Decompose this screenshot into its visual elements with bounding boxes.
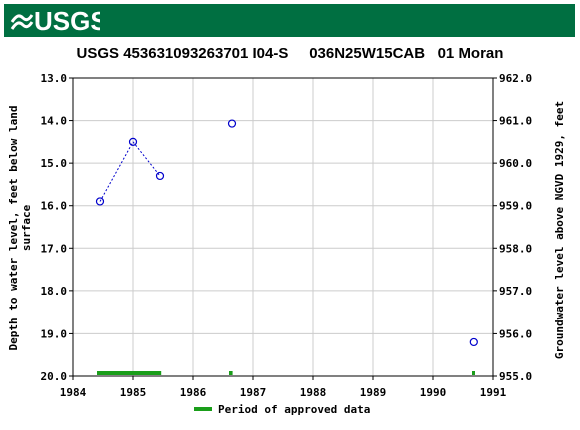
approved-periods: [97, 371, 475, 375]
data-point: [227, 119, 237, 128]
data-point: [155, 171, 165, 181]
x-tick-label: 1989: [360, 386, 387, 399]
chart-title: USGS 453631093263701 I04-S 036N25W15CAB …: [77, 45, 504, 62]
approved-period-bar: [229, 371, 233, 375]
usgs-logo-text: USGS: [34, 7, 100, 34]
approved-period-bar: [472, 371, 475, 375]
data-point: [128, 137, 138, 146]
y-right-axis-label: Groundwater level above NGVD 1929, feet: [553, 101, 566, 359]
y-right-tick-label: 961.0: [499, 115, 532, 128]
grid-lines: [73, 78, 493, 376]
y-left-tick-label: 13.0: [41, 72, 68, 85]
x-tick-label: 1990: [420, 386, 447, 399]
y-left-tick-label: 20.0: [41, 370, 68, 383]
series-line-segment: [132, 141, 161, 177]
x-tick-label: 1988: [300, 386, 327, 399]
y-left-tick-label: 18.0: [41, 285, 68, 298]
x-tick-label: 1985: [120, 386, 147, 399]
x-axis-ticks: 1984 1985 1986 1987 1988 1989 1990 1991: [60, 376, 507, 399]
y-left-axis-ticks: 13.0 14.0 15.0 16.0 17.0 18.0 19.0 20.0: [41, 72, 73, 383]
y-left-tick-label: 16.0: [41, 200, 68, 213]
y-left-axis-label-line2: surface: [20, 204, 33, 251]
y-right-tick-label: 960.0: [499, 157, 532, 170]
y-right-tick-label: 957.0: [499, 285, 532, 298]
legend-swatch: [194, 407, 212, 411]
y-left-axis-label-line1: Depth to water level, feet below land: [7, 105, 20, 350]
x-tick-label: 1991: [480, 386, 507, 399]
data-point: [95, 197, 105, 206]
y-left-tick-label: 17.0: [41, 242, 68, 255]
connecting-lines: [99, 141, 161, 202]
y-right-tick-label: 955.0: [499, 370, 532, 383]
y-right-axis-ticks: 962.0 961.0 960.0 959.0 958.0 957.0 956.0 955.0: [493, 72, 532, 383]
series-line-segment: [99, 141, 134, 202]
plot-frame: [72, 77, 494, 377]
y-right-tick-label: 956.0: [499, 327, 532, 340]
x-tick-label: 1987: [240, 386, 267, 399]
usgs-logo-mark: [10, 14, 34, 30]
x-tick-label: 1984: [60, 386, 87, 399]
data-point: [469, 337, 478, 347]
y-left-tick-label: 19.0: [41, 327, 68, 340]
approved-period-bar: [97, 371, 162, 375]
y-right-tick-label: 958.0: [499, 242, 532, 255]
usgs-logo: USGS: [10, 7, 100, 34]
y-left-tick-label: 15.0: [41, 157, 68, 170]
usgs-header-bar: USGS: [4, 4, 575, 37]
y-left-tick-label: 14.0: [41, 115, 68, 128]
y-right-tick-label: 959.0: [499, 200, 532, 213]
y-right-tick-label: 962.0: [499, 72, 532, 85]
x-tick-label: 1986: [180, 386, 207, 399]
data-points: [95, 119, 478, 347]
legend-label: Period of approved data: [218, 403, 370, 416]
legend: Period of approved data: [194, 403, 370, 416]
